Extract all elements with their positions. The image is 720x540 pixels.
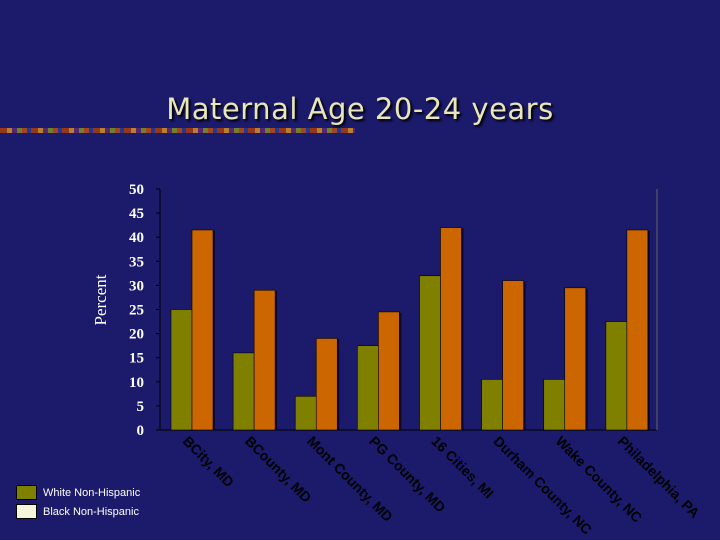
legend-item-black: Black Non-Hispanic <box>16 503 140 520</box>
chart-legend: White Non-Hispanic Black Non-Hispanic <box>16 484 140 522</box>
x-category-label: 16 Cities, MI <box>428 433 497 502</box>
y-tick-label: 10 <box>129 375 144 391</box>
bar-black-nonhispanic <box>502 280 524 431</box>
bar-white-nonhispanic <box>170 309 193 431</box>
y-tick-label: 25 <box>129 303 144 319</box>
legend-label-white: White Non-Hispanic <box>43 486 141 499</box>
bar-white-nonhispanic <box>605 321 628 431</box>
y-tick-label: 45 <box>129 206 144 222</box>
bar-white-nonhispanic <box>294 395 317 431</box>
y-tick-label: 50 <box>129 182 144 198</box>
y-tick-label: 15 <box>129 351 144 367</box>
legend-swatch-black <box>16 504 37 519</box>
y-tick-label: 30 <box>129 278 144 294</box>
title-underline-decoration <box>0 128 355 133</box>
bar-black-nonhispanic <box>440 227 462 431</box>
legend-label-black: Black Non-Hispanic <box>43 505 139 518</box>
bar-white-nonhispanic <box>419 275 441 431</box>
bar-white-nonhispanic <box>543 379 566 431</box>
bar-black-nonhispanic <box>626 229 649 431</box>
bar-white-nonhispanic <box>232 352 255 431</box>
y-tick-label: 35 <box>129 254 144 270</box>
bar-white-nonhispanic <box>357 345 379 431</box>
bar-black-nonhispanic <box>564 287 587 431</box>
bar-white-nonhispanic <box>481 379 503 431</box>
y-tick-label: 5 <box>137 399 145 415</box>
bar-black-nonhispanic <box>253 289 276 431</box>
legend-swatch-white <box>16 485 37 500</box>
y-tick-label: 20 <box>129 327 144 343</box>
bar-black-nonhispanic <box>191 229 214 431</box>
y-axis-title: Percent <box>91 274 110 325</box>
slide-title: Maternal Age 20-24 years <box>166 92 554 126</box>
y-tick-label: 0 <box>137 423 145 439</box>
y-tick-label: 40 <box>129 230 144 246</box>
bar-black-nonhispanic <box>378 311 400 431</box>
legend-item-white: White Non-Hispanic <box>16 484 140 501</box>
bar-black-nonhispanic <box>315 338 338 431</box>
x-category-label: BCity, MD <box>180 433 237 490</box>
